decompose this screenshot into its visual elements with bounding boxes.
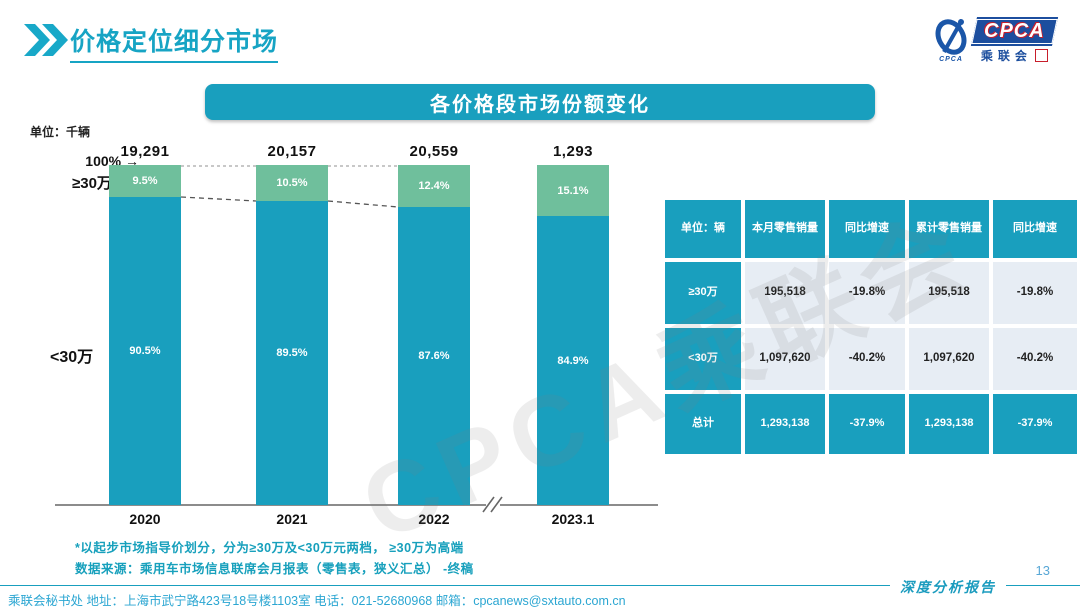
bar-total-2021: 20,157 (267, 143, 317, 160)
series-label-ge30: ≥30万 (72, 175, 112, 192)
segment-ge30-2020: 9.5% (109, 165, 181, 198)
row-label-ge30: ≥30万 (665, 262, 741, 324)
x-tick-2022: 2022 (418, 511, 450, 527)
table-cell: 195,518 (745, 262, 825, 324)
footnote-data-source: 数据来源：乘用车市场信息联席会月报表（零售表，狭义汇总） -终稿 (75, 562, 474, 576)
x-tick-2023-1: 2023.1 (551, 511, 595, 527)
x-tick-2020: 2020 (129, 511, 161, 527)
segment-lt30-2020: 90.5% (109, 197, 181, 505)
table-cell-total: -37.9% (993, 394, 1077, 454)
retail-sales-table: 单位：辆 本月零售销量 同比增速 累计零售销量 同比增速 ≥30万 195,51… (665, 200, 1077, 454)
segment-ge30-2023-1: 15.1% (537, 165, 609, 217)
segment-ge30-2021: 10.5% (256, 165, 328, 201)
row-label-total: 总计 (665, 394, 741, 454)
cpca-emblem-icon: CPCA (932, 18, 970, 63)
table-cell-total: 1,293,138 (909, 394, 989, 454)
segment-lt30-2023-1: 84.9% (537, 216, 609, 505)
table-cell-total: 1,293,138 (745, 394, 825, 454)
table-cell-total: -37.9% (829, 394, 905, 454)
cpca-logo: CPCA CPCA 乘联会 (932, 12, 1078, 68)
bar-total-2023-1: 1,293 (552, 143, 594, 160)
stacked-bar-2022: 12.4% 87.6% (398, 165, 470, 505)
logo-seal-icon (1034, 48, 1048, 62)
stacked-bar-2023-1: 15.1% 84.9% (537, 165, 609, 505)
table-cell: -19.8% (829, 262, 905, 324)
segment-lt30-2021: 89.5% (256, 200, 328, 505)
table-header-yoy: 同比增速 (829, 200, 905, 258)
table-header-cum-yoy: 同比增速 (993, 200, 1077, 258)
double-chevron-icon (24, 24, 68, 56)
bar-total-2022: 20,559 (409, 143, 459, 160)
footnote-classification: *以起步市场指导价划分，分为≥30万及<30万元两档， ≥30万为高端 (75, 541, 464, 555)
chart-unit-label: 单位：千辆 (30, 125, 91, 139)
table-cell: -40.2% (993, 328, 1077, 390)
table-cell: 1,097,620 (745, 328, 825, 390)
page-number: 13 (1035, 563, 1050, 578)
x-tick-2021: 2021 (276, 511, 308, 527)
footer-contact-info: 乘联会秘书处 地址：上海市武宁路423号18号楼1103室 电话：021-526… (8, 594, 626, 608)
series-label-lt30: <30万 (50, 349, 94, 366)
logo-caption: CPCA (939, 55, 963, 63)
logo-subtitle-text: 乘联会 (980, 48, 1032, 63)
report-type-label: 深度分析报告 (890, 577, 1006, 597)
segment-lt30-2022: 87.6% (398, 207, 470, 505)
logo-badge: CPCA (970, 16, 1058, 46)
logo-wordmark: CPCA 乘联会 (970, 16, 1058, 64)
stacked-bar-2021: 10.5% 89.5% (256, 165, 328, 505)
table-cell: 1,097,620 (909, 328, 989, 390)
table-cell: -19.8% (993, 262, 1077, 324)
chart-banner-title: 各价格段市场份额变化 (205, 84, 875, 120)
segment-ge30-2022: 12.4% (398, 165, 470, 208)
table-cell: 195,518 (909, 262, 989, 324)
stacked-bar-2020: 9.5% 90.5% (109, 165, 181, 505)
page-title: 价格定位细分市场 (70, 22, 279, 63)
table-header-unit: 单位：辆 (665, 200, 741, 258)
table-header-month-sales: 本月零售销量 (745, 200, 825, 258)
table-cell: -40.2% (829, 328, 905, 390)
table-header-cum-sales: 累计零售销量 (909, 200, 989, 258)
row-label-lt30: <30万 (665, 328, 741, 390)
logo-subtitle: 乘联会 (981, 47, 1048, 64)
logo-acronym: CPCA (984, 19, 1045, 42)
bar-total-2020: 19,291 (120, 143, 170, 160)
footer-divider (0, 585, 1080, 586)
